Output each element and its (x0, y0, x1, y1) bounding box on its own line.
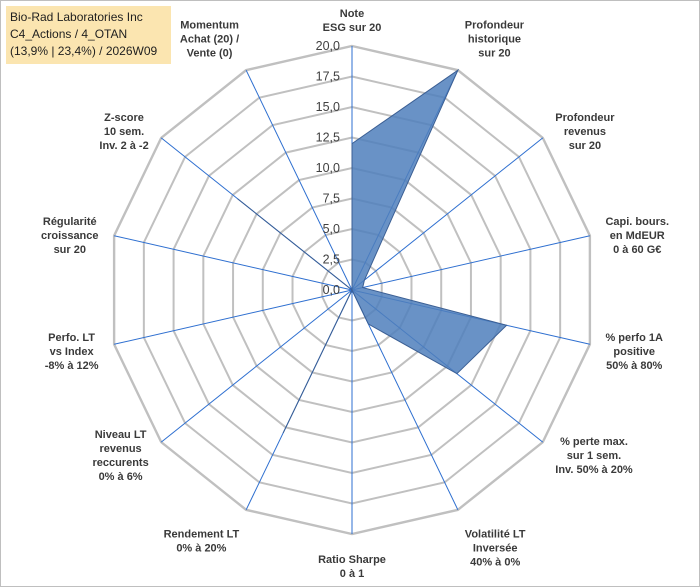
r-axis-tick-label: 5,0 (323, 222, 340, 236)
category-label-13: Z-score 10 sem. Inv. 2 à -2 (99, 112, 148, 152)
category-label-line: ESG sur 20 (323, 22, 382, 34)
category-label-line: sur 20 (54, 244, 86, 256)
title-line-company: Bio-Rad Laboratories Inc (10, 10, 143, 24)
r-axis-tick-label: 20,0 (316, 39, 340, 53)
category-label-line: 0 à 60 G€ (613, 244, 661, 256)
category-label-5: % perfo 1A positive 50% à 80% (605, 332, 663, 372)
category-label-line: Inv. 50% à 20% (555, 464, 633, 476)
category-label-line: Inv. 2 à -2 (99, 140, 148, 152)
category-label-line: Ratio Sharpe (318, 554, 386, 566)
category-label-line: revenus (564, 126, 606, 138)
category-label-line: Achat (20) / (180, 34, 239, 46)
category-label-line: Z-score (104, 112, 144, 124)
category-label-line: sur 1 sem. (567, 450, 621, 462)
category-label-line: -8% à 12% (45, 360, 99, 372)
axis-spoke-14 (245, 69, 353, 291)
category-label-4: Capi. bours. en MdEUR 0 à 60 G€ (605, 216, 669, 256)
category-label-line: Note (340, 8, 364, 20)
category-label-line: croissance (41, 230, 98, 242)
category-label-line: reccurents (92, 457, 148, 469)
category-label-line: Niveau LT (95, 429, 147, 441)
axis-spoke-4 (351, 235, 590, 291)
category-label-line: 0 à 1 (340, 568, 364, 580)
category-label-3: Profondeur revenus sur 20 (555, 112, 615, 152)
category-label-10: Niveau LT revenus reccurents 0% à 6% (92, 429, 148, 483)
category-label-line: % perte max. (560, 436, 628, 448)
category-label-line: Profondeur (555, 112, 615, 124)
category-label-1: Note ESG sur 20 (323, 8, 382, 34)
category-label-line: 40% à 0% (470, 556, 520, 568)
r-axis-tick-label: 17,5 (316, 70, 340, 84)
category-label-line: positive (613, 346, 655, 358)
category-label-6: % perte max. sur 1 sem. Inv. 50% à 20% (555, 436, 633, 476)
category-label-line: Volatilité LT (465, 528, 526, 540)
title-line-performance: (13,9% | 23,4%) / 2026W09 (10, 44, 158, 58)
category-label-line: Vente (0) (187, 48, 233, 60)
category-label-line: 10 sem. (104, 126, 144, 138)
category-label-7: Volatilité LT Inversée 40% à 0% (465, 528, 526, 568)
axis-spoke-10 (160, 289, 353, 443)
category-label-14: Momentum Achat (20) / Vente (0) (180, 20, 239, 60)
category-label-line: Perfo. LT (48, 332, 95, 344)
category-label-line: Capi. bours. (605, 216, 669, 228)
axis-spoke-3 (351, 137, 544, 291)
category-label-line: % perfo 1A (605, 332, 663, 344)
category-label-12: Régularité croissance sur 20 (41, 216, 98, 256)
category-label-9: Rendement LT 0% à 20% (164, 528, 240, 554)
axis-spoke-7 (351, 289, 459, 511)
r-axis-tick-label: 10,0 (316, 161, 340, 175)
chart-title-box: Bio-Rad Laboratories Inc C4_Actions / 4_… (6, 6, 171, 64)
axis-spoke-12 (114, 235, 353, 291)
category-label-11: Perfo. LT vs Index -8% à 12% (45, 332, 99, 372)
category-label-line: Régularité (43, 216, 97, 228)
category-label-line: sur 20 (478, 48, 510, 60)
category-label-2: Profondeur historique sur 20 (465, 20, 525, 60)
category-label-line: Profondeur (465, 20, 525, 32)
category-label-line: 0% à 20% (176, 542, 226, 554)
r-axis-tick-label: 2,5 (323, 253, 340, 267)
category-label-line: en MdEUR (610, 230, 665, 242)
r-axis-tick-label: 0,0 (323, 283, 340, 297)
data-series-1-area (237, 68, 508, 434)
r-axis-tick-label: 7,5 (323, 192, 340, 206)
category-label-line: 0% à 6% (99, 471, 143, 483)
category-label-line: sur 20 (569, 140, 601, 152)
category-label-8: Ratio Sharpe 0 à 1 (318, 554, 386, 580)
category-label-line: vs Index (50, 346, 95, 358)
axis-spoke-11 (114, 289, 353, 345)
category-label-line: historique (468, 34, 521, 46)
category-label-line: Inversée (473, 542, 518, 554)
category-label-line: Momentum (180, 20, 239, 32)
r-axis-tick-label: 12,5 (316, 131, 340, 145)
category-label-line: revenus (99, 443, 141, 455)
category-label-line: Rendement LT (164, 528, 240, 540)
category-label-line: 50% à 80% (606, 360, 662, 372)
title-line-category: C4_Actions / 4_OTAN (10, 27, 128, 41)
r-axis-tick-label: 15,0 (316, 100, 340, 114)
